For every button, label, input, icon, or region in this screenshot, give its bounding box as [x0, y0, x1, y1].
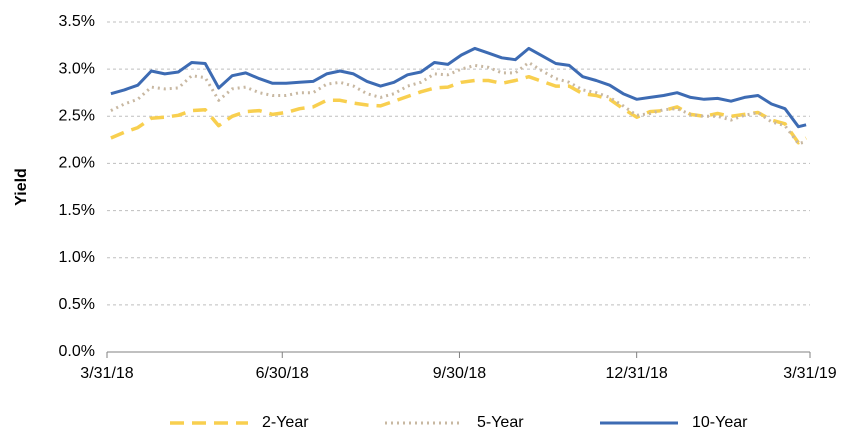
x-tick-label: 6/30/18: [256, 365, 309, 382]
line-series: [110, 61, 807, 146]
y-tick-label: 3.5%: [59, 13, 95, 30]
x-tick-label: 9/30/18: [433, 365, 486, 382]
y-tick-label: 0.0%: [59, 343, 95, 360]
line-series: [110, 74, 808, 145]
y-tick-label: 1.5%: [59, 202, 95, 219]
x-tick-label: 12/31/18: [606, 365, 668, 382]
y-tick-label: 1.0%: [59, 249, 95, 266]
legend-label: 10-Year: [692, 414, 748, 431]
line-series: [110, 46, 807, 129]
x-tick-label: 3/31/18: [80, 365, 133, 382]
legend-label: 2-Year: [262, 414, 309, 431]
legend-label: 5-Year: [477, 414, 524, 431]
y-axis-label: Yield: [13, 168, 30, 206]
y-tick-label: 2.5%: [59, 108, 95, 125]
y-tick-label: 0.5%: [59, 296, 95, 313]
y-tick-label: 3.0%: [59, 60, 95, 77]
x-tick-label: 3/31/19: [783, 365, 836, 382]
y-tick-label: 2.0%: [59, 155, 95, 172]
